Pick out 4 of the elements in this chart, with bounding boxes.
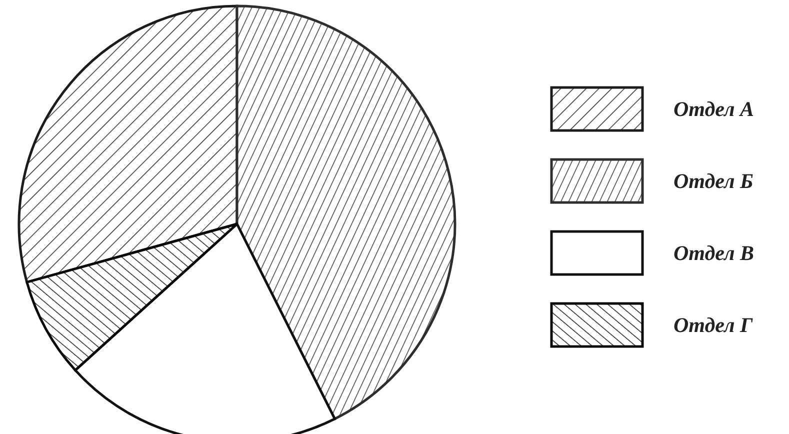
- legend-label: Отдел Г: [674, 312, 753, 338]
- legend-label: Отдел В: [674, 240, 754, 266]
- legend-label: Отдел Б: [674, 168, 754, 194]
- legend-label: Отдел А: [674, 96, 754, 122]
